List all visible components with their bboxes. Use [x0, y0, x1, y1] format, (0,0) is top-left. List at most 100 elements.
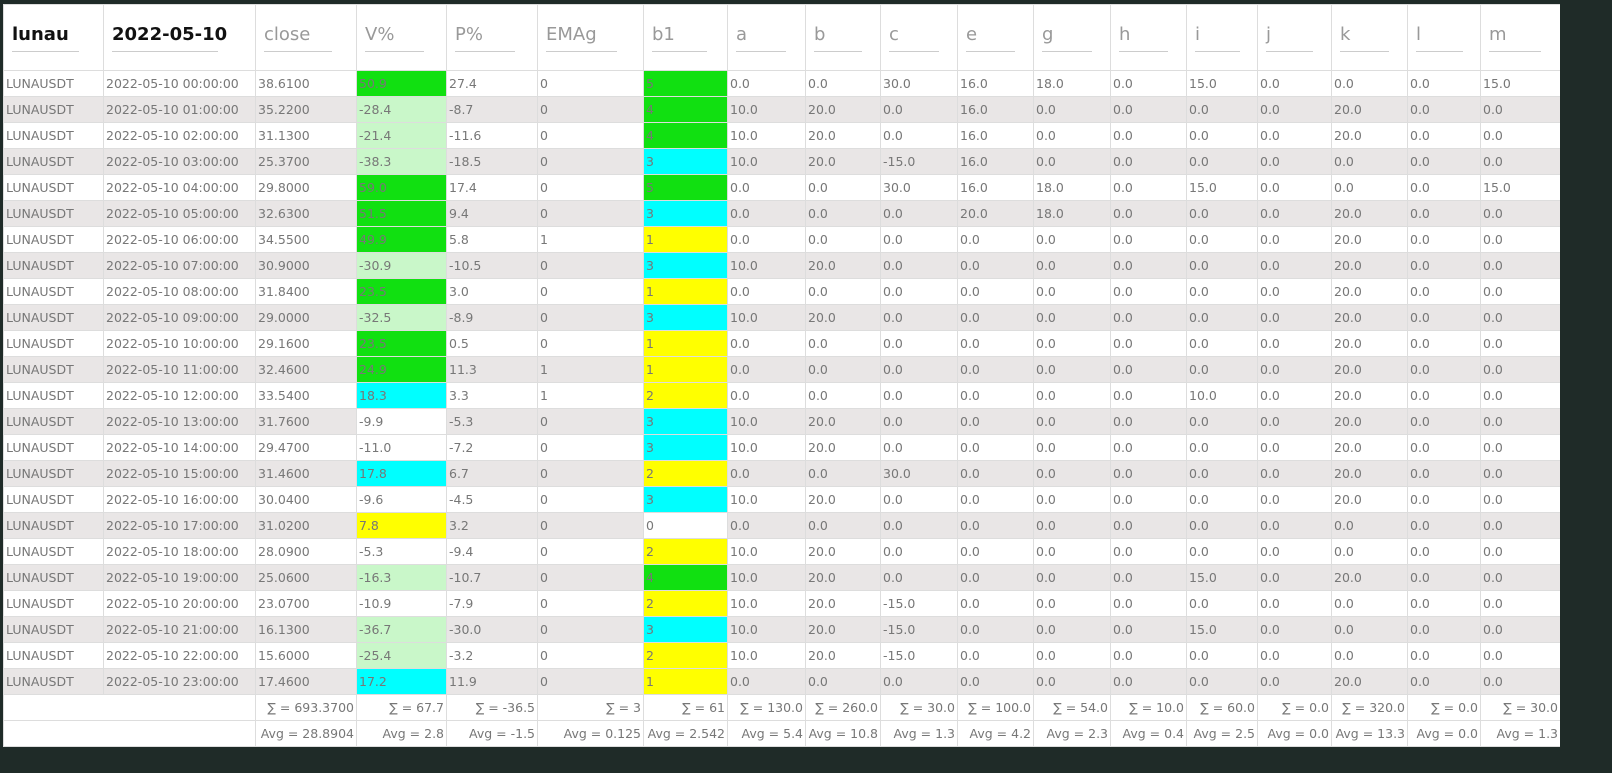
cell: 31.8400	[255, 278, 357, 305]
cell: -9.4	[446, 538, 538, 565]
cell: 0.0	[1186, 486, 1258, 513]
cell: 0.0	[1257, 148, 1332, 175]
cell: 18.0	[1033, 200, 1111, 227]
cell: 0.0	[727, 226, 806, 253]
cell: 0.0	[957, 278, 1034, 305]
cell: 38.6100	[255, 70, 357, 97]
cell: 0.0	[805, 382, 881, 409]
cell: 35.2200	[255, 96, 357, 123]
data-row: LUNAUSDT 2022-05-10 02:00:00 31.1300 -21.4-…	[3, 122, 1560, 149]
average-cell: Avg = 2.542	[643, 720, 728, 747]
cell: 0.0	[880, 382, 958, 409]
cell: -28.4	[356, 96, 447, 123]
cell: LUNAUSDT	[3, 538, 104, 565]
column-header: i	[1186, 4, 1258, 71]
cell: 0.0	[1331, 174, 1408, 201]
cell: 0.0	[727, 512, 806, 539]
cell: 25.0600	[255, 564, 357, 591]
column-header: c	[880, 4, 958, 71]
sum-cell: ∑ = 30.0	[1480, 694, 1560, 721]
cell: 20.0	[805, 148, 881, 175]
cell: 0.0	[1407, 642, 1481, 669]
cell: 0.0	[1186, 538, 1258, 565]
empty-cell	[3, 720, 256, 747]
cell: 2022-05-10 14:00:00	[103, 434, 256, 461]
cell: 0.0	[880, 668, 958, 695]
cell: 1	[537, 382, 644, 409]
cell: 29.1600	[255, 330, 357, 357]
cell: LUNAUSDT	[3, 356, 104, 383]
cell: 17.2	[356, 668, 447, 695]
sum-cell: ∑ = 30.0	[880, 694, 958, 721]
cell: 20.0	[1331, 200, 1408, 227]
cell: 3	[643, 408, 728, 435]
cell: 0.0	[880, 278, 958, 305]
cell: 15.0	[1186, 616, 1258, 643]
data-row: LUNAUSDT 2022-05-10 11:00:00 32.4600 24.9 11…	[3, 356, 1560, 383]
cell: 0.0	[1407, 356, 1481, 383]
cell: 20.0	[1331, 304, 1408, 331]
cell: 20.0	[805, 538, 881, 565]
cell: 0.0	[1480, 200, 1560, 227]
cell: 0.0	[1257, 174, 1332, 201]
cell: 10.0	[727, 486, 806, 513]
cell: 50.9	[356, 70, 447, 97]
cell: 0	[643, 512, 728, 539]
cell: 10.0	[727, 252, 806, 279]
data-row: LUNAUSDT 2022-05-10 19:00:00 25.0600 -16.3-…	[3, 564, 1560, 591]
cell: 0.0	[1407, 434, 1481, 461]
cell: 0.0	[957, 356, 1034, 383]
data-row: LUNAUSDT 2022-05-10 14:00:00 29.4700 -11.0-…	[3, 434, 1560, 461]
data-row: LUNAUSDT 2022-05-10 04:00:00 29.8000 59.0 17…	[3, 174, 1560, 201]
cell: 0.0	[957, 382, 1034, 409]
cell: 29.4700	[255, 434, 357, 461]
header-label: l	[1416, 24, 1463, 52]
cell: 2022-05-10 20:00:00	[103, 590, 256, 617]
cell: 0.0	[1033, 304, 1111, 331]
cell: 20.0	[1331, 382, 1408, 409]
cell: 0	[537, 96, 644, 123]
cell: 32.4600	[255, 356, 357, 383]
cell: 0.0	[1033, 460, 1111, 487]
cell: 0.0	[1186, 590, 1258, 617]
cell: 0.0	[1110, 330, 1187, 357]
cell: 0.0	[1186, 434, 1258, 461]
header-label: lunau	[12, 24, 79, 52]
cell: 0.0	[1033, 122, 1111, 149]
cell: 2022-05-10 08:00:00	[103, 278, 256, 305]
cell: 0.0	[957, 330, 1034, 357]
cell: -15.0	[880, 590, 958, 617]
cell: 0.0	[1257, 642, 1332, 669]
sum-cell: ∑ = 10.0	[1110, 694, 1187, 721]
average-cell: Avg = 2.3	[1033, 720, 1111, 747]
cell: 20.0	[805, 96, 881, 123]
cell: 3	[643, 200, 728, 227]
cell: 20.0	[805, 252, 881, 279]
cell: 0.0	[1033, 434, 1111, 461]
cell: 0.0	[1257, 226, 1332, 253]
cell: 3	[643, 486, 728, 513]
sum-cell: ∑ = 3	[537, 694, 644, 721]
cell: 0.0	[1033, 330, 1111, 357]
cell: 2	[643, 538, 728, 565]
cell: 0.0	[1110, 434, 1187, 461]
cell: 0.0	[805, 226, 881, 253]
cell: LUNAUSDT	[3, 252, 104, 279]
cell: 1	[643, 356, 728, 383]
cell: 49.9	[356, 226, 447, 253]
cell: 17.4	[446, 174, 538, 201]
sum-cell: ∑ = 60.0	[1186, 694, 1258, 721]
cell: 0.0	[880, 226, 958, 253]
cell: 2022-05-10 19:00:00	[103, 564, 256, 591]
cell: 2022-05-10 00:00:00	[103, 70, 256, 97]
cell: -8.9	[446, 304, 538, 331]
cell: 2022-05-10 05:00:00	[103, 200, 256, 227]
cell: 0.5	[446, 330, 538, 357]
cell: 0.0	[1257, 382, 1332, 409]
cell: 0.0	[1331, 70, 1408, 97]
cell: 20.0	[805, 434, 881, 461]
average-cell: Avg = 10.8	[805, 720, 881, 747]
average-cell: Avg = 1.3	[1480, 720, 1560, 747]
average-cell: Avg = 2.5	[1186, 720, 1258, 747]
cell: 0.0	[1257, 616, 1332, 643]
